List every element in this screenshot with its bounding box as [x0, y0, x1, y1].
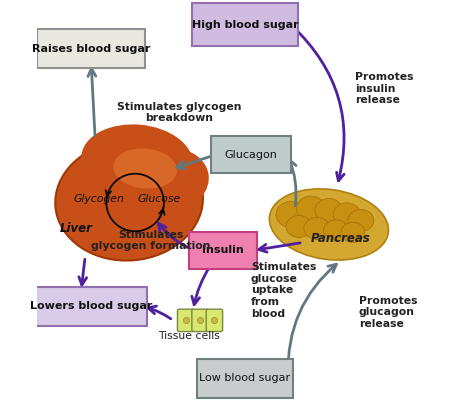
- Ellipse shape: [304, 217, 330, 239]
- FancyBboxPatch shape: [206, 309, 223, 332]
- Ellipse shape: [276, 201, 306, 227]
- Text: Promotes
insulin
release: Promotes insulin release: [355, 72, 413, 105]
- Ellipse shape: [333, 203, 361, 226]
- Ellipse shape: [297, 196, 325, 221]
- Ellipse shape: [269, 189, 389, 260]
- Text: Glycogen: Glycogen: [73, 194, 125, 203]
- Text: Low blood sugar: Low blood sugar: [200, 373, 291, 383]
- FancyBboxPatch shape: [177, 309, 194, 332]
- Text: Tissue cells: Tissue cells: [158, 331, 220, 341]
- Text: Raises blood sugar: Raises blood sugar: [32, 44, 150, 54]
- FancyBboxPatch shape: [37, 29, 145, 69]
- Ellipse shape: [113, 148, 177, 188]
- Ellipse shape: [286, 215, 312, 237]
- FancyBboxPatch shape: [211, 136, 291, 173]
- FancyBboxPatch shape: [192, 309, 208, 332]
- Text: Stimulates glycogen
breakdown: Stimulates glycogen breakdown: [117, 102, 241, 124]
- FancyBboxPatch shape: [197, 358, 293, 398]
- Text: Insulin: Insulin: [202, 245, 244, 255]
- Ellipse shape: [324, 220, 349, 241]
- Ellipse shape: [315, 198, 343, 223]
- FancyBboxPatch shape: [189, 232, 257, 269]
- FancyBboxPatch shape: [36, 287, 147, 326]
- Ellipse shape: [129, 148, 209, 213]
- FancyBboxPatch shape: [192, 3, 298, 47]
- Ellipse shape: [55, 140, 203, 261]
- Text: Glucose: Glucose: [137, 194, 181, 203]
- Ellipse shape: [341, 223, 365, 243]
- Text: Stimulates
glycogen formation: Stimulates glycogen formation: [91, 230, 211, 251]
- Text: Pancreas: Pancreas: [311, 232, 371, 245]
- Text: Glucagon: Glucagon: [225, 150, 277, 160]
- Ellipse shape: [81, 124, 193, 197]
- Text: Stimulates
glucose
uptake
from
blood: Stimulates glucose uptake from blood: [251, 262, 316, 319]
- Text: Liver: Liver: [60, 222, 93, 235]
- Text: Lowers blood sugar: Lowers blood sugar: [30, 302, 152, 312]
- Text: High blood sugar: High blood sugar: [191, 20, 298, 30]
- Ellipse shape: [348, 209, 374, 231]
- Text: Promotes
glucagon
release: Promotes glucagon release: [359, 296, 418, 329]
